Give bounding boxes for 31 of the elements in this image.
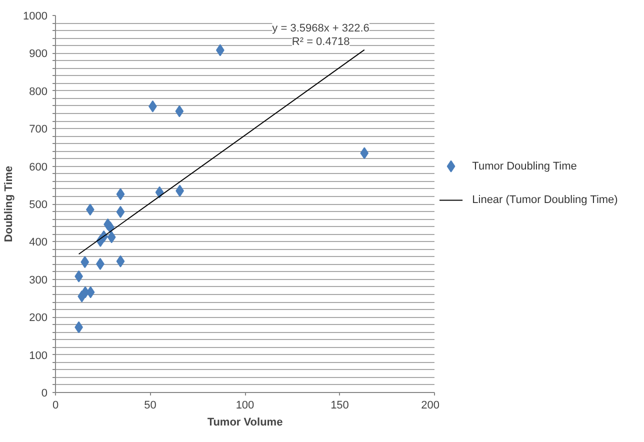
annotation: y = 3.5968x + 322.6: [272, 22, 370, 35]
point: [116, 188, 125, 200]
point: [155, 186, 164, 198]
point: [116, 255, 125, 268]
x-tick-label: 0: [52, 400, 59, 412]
point: [86, 286, 95, 298]
y-tick-label: 0: [41, 388, 48, 400]
x-tick-label: 200: [421, 400, 440, 412]
point: [175, 105, 184, 118]
y-tick-label: 1000: [23, 10, 48, 22]
y-tick-label: 100: [29, 350, 48, 362]
y-tick-label: 400: [29, 236, 48, 249]
x-tick-label: 100: [236, 400, 254, 412]
y-tick-label: 200: [29, 312, 48, 324]
x-tick-label: 150: [330, 400, 349, 412]
y-tick-label: 500: [29, 199, 48, 211]
y-tick-label: 300: [29, 274, 48, 286]
y-tick-label: 600: [29, 161, 48, 174]
y-tick-label: 900: [29, 48, 48, 60]
y-axis-title: Doubling Time: [3, 166, 16, 242]
x-tick-label: 50: [144, 400, 156, 412]
annotation: R² = 0.4718: [292, 36, 350, 48]
point: [80, 256, 90, 268]
legend-label: Tumor Doubling Time: [472, 160, 577, 172]
legend-label: Linear (Tumor Doubling Time): [472, 194, 618, 206]
x-axis-title: Tumor Volume: [207, 416, 283, 428]
point: [116, 206, 125, 218]
point: [107, 231, 116, 244]
y-tick-label: 800: [29, 86, 48, 98]
y-tick-label: 700: [29, 124, 48, 136]
point: [360, 147, 369, 160]
